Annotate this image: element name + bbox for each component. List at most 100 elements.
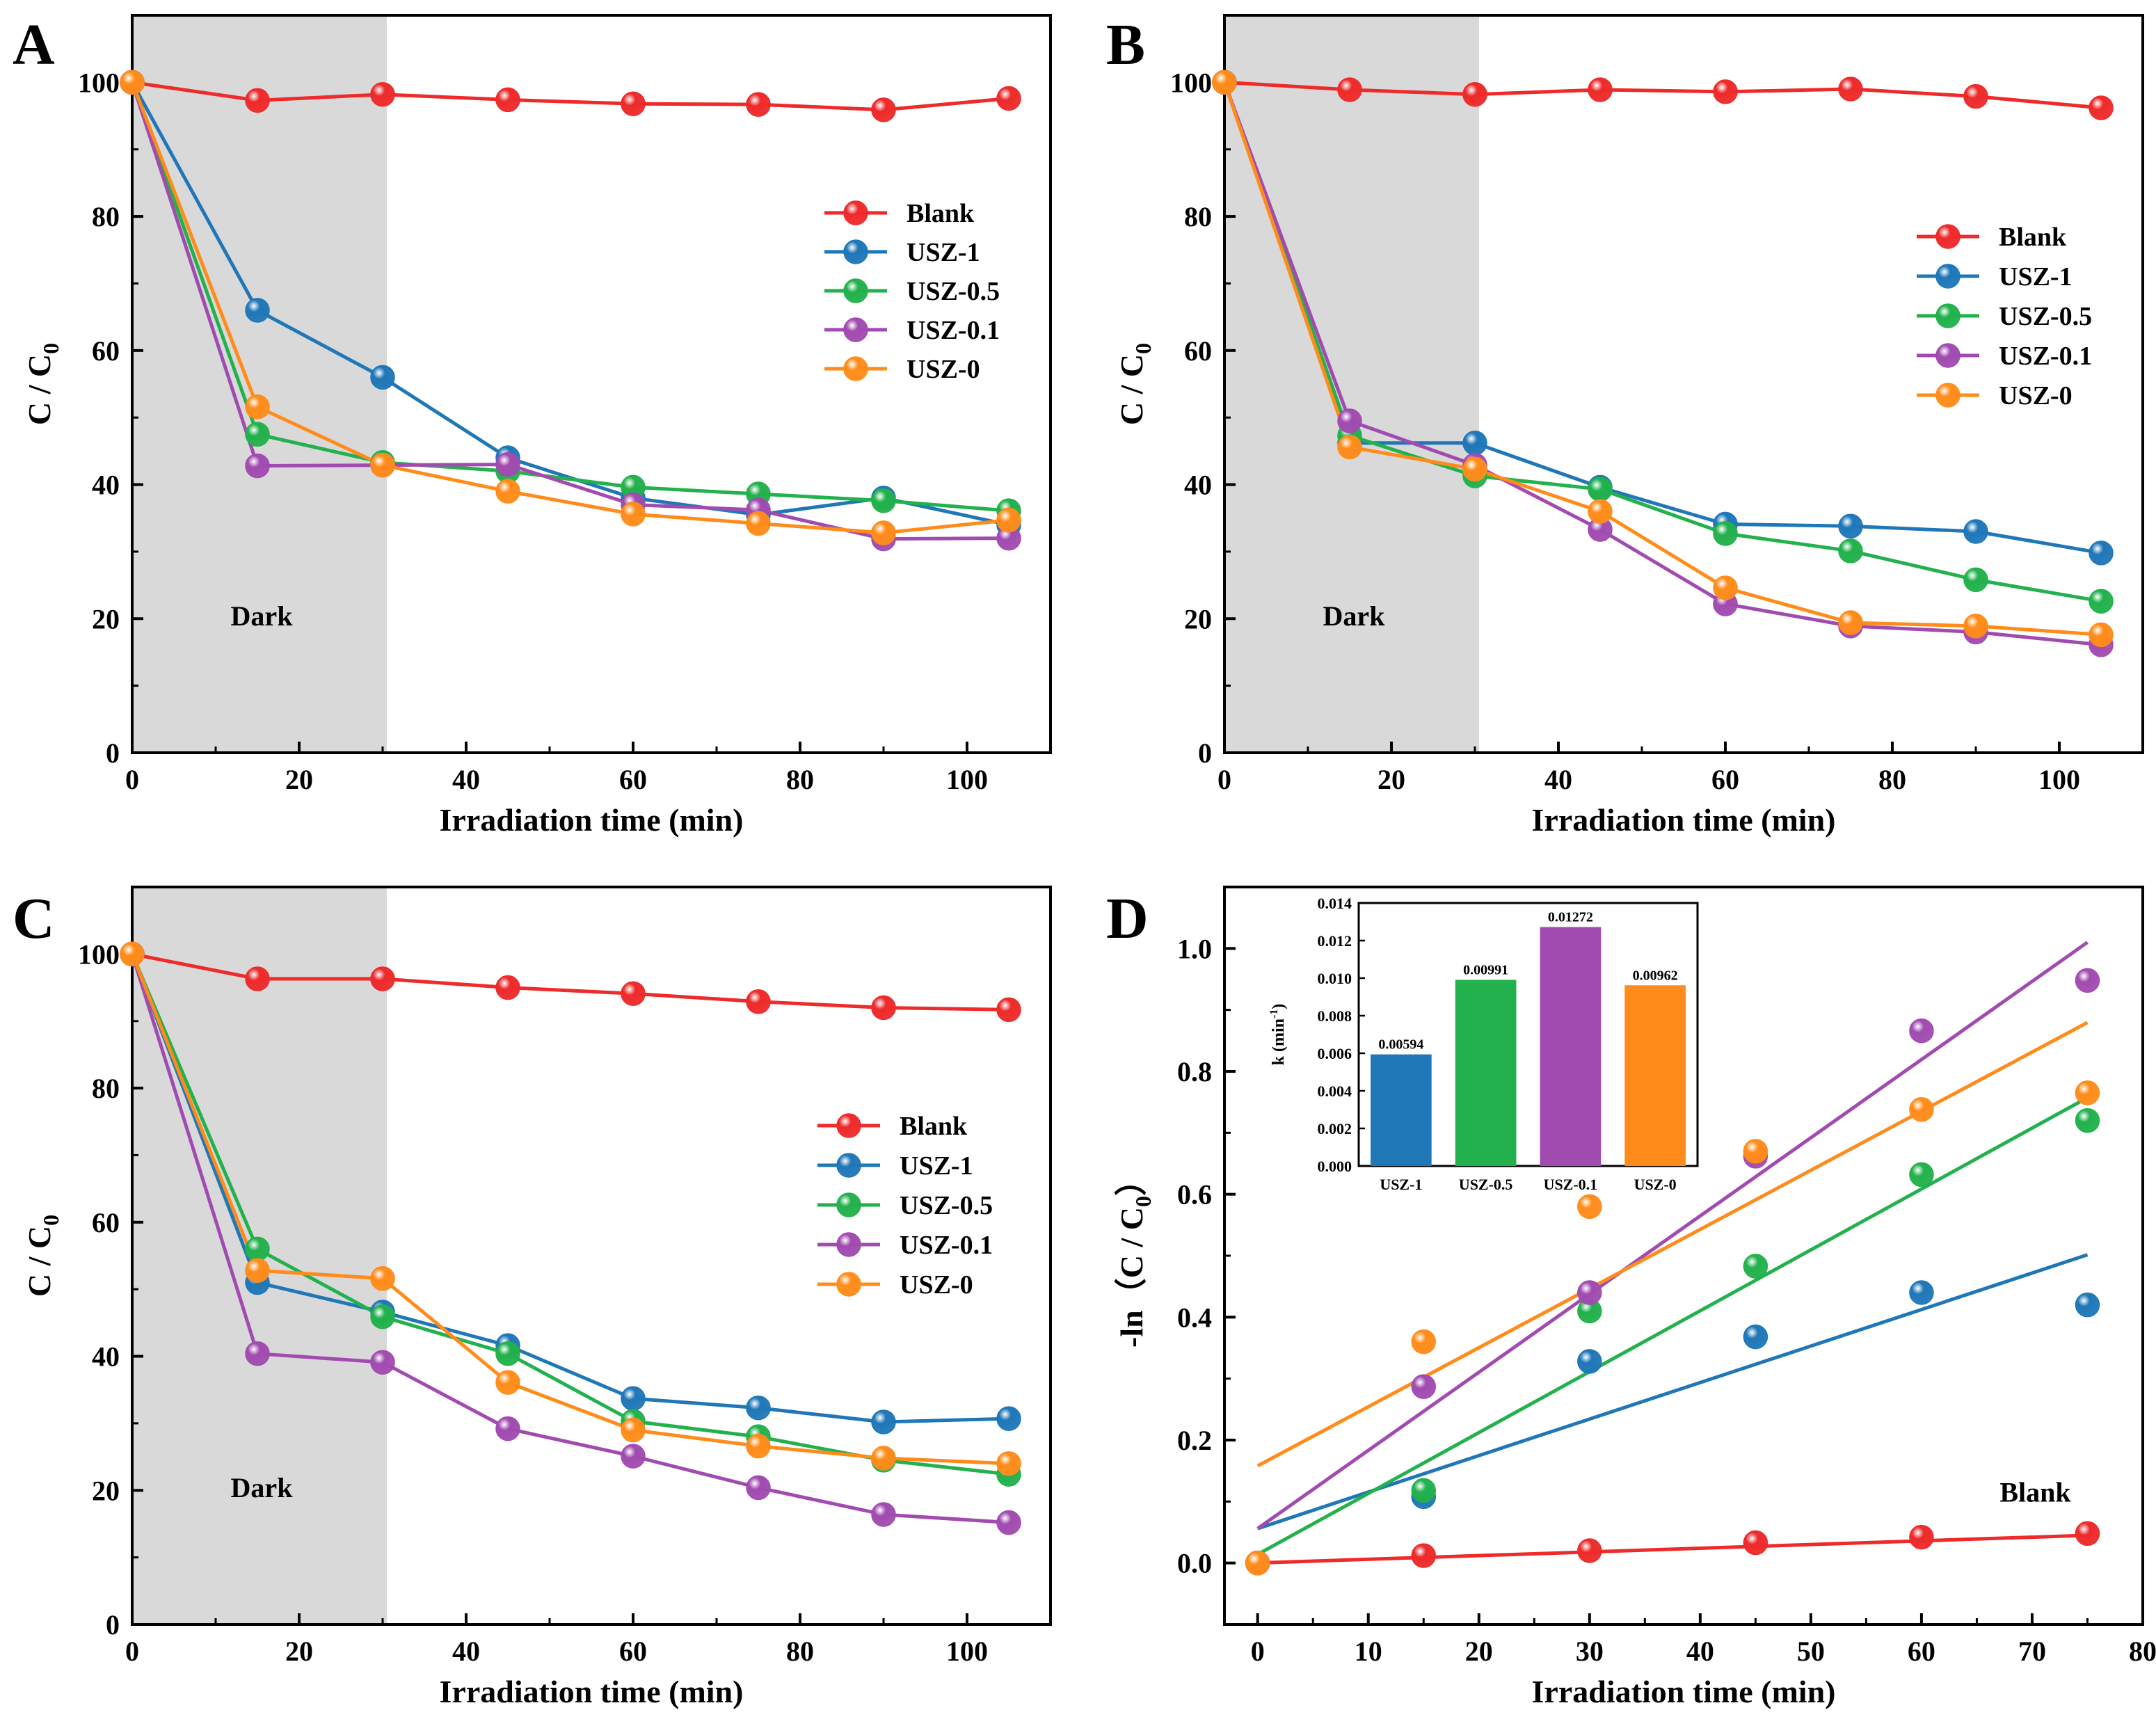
data-point-blank (746, 92, 771, 117)
inset-bar-value-label: 0.01272 (1548, 910, 1593, 925)
y-axis-title-subscript: 0 (38, 343, 63, 354)
data-point-blank (1411, 1543, 1437, 1568)
y-tick-label: 20 (92, 1475, 120, 1506)
y-axis-title-end: ） (1114, 1164, 1149, 1196)
data-point-usz-0-5 (245, 1236, 270, 1262)
y-tick-label: 100 (78, 938, 120, 970)
x-tick-label: 80 (1878, 764, 1906, 795)
y-tick-label: 60 (1184, 335, 1212, 367)
data-point-usz-0 (621, 1417, 646, 1443)
data-point-blank (370, 81, 395, 107)
data-point-usz-0-5 (836, 1192, 861, 1217)
panel-a: Dark 0 20 40 60 80 100 0 20 40 60 80 100 Irradiation … (13, 13, 1052, 838)
data-point-usz-0 (836, 1272, 861, 1297)
legend-label-usz-0-5: USZ-0.5 (907, 277, 1000, 306)
x-tick-label: 40 (1544, 764, 1572, 795)
inset-y-axis-title-main: k (min (1270, 1018, 1288, 1065)
y-tick-label: 20 (92, 603, 120, 634)
series-line-blank (1224, 80, 2102, 110)
series-line-usz-0 (1222, 81, 2102, 637)
legend-label-usz-0-1: USZ-0.1 (907, 316, 1000, 345)
data-point-usz-0 (370, 1266, 395, 1291)
dark-label: Dark (231, 600, 294, 632)
series-line-usz-1 (130, 953, 1009, 1424)
data-point-blank (1337, 77, 1362, 102)
y-tick-label: 0 (106, 737, 120, 769)
fit-line-usz-0 (1256, 1021, 2089, 1468)
x-tick-label: 30 (1576, 1636, 1604, 1667)
data-point-usz-0-1 (746, 1475, 771, 1501)
x-tick-label: 10 (1355, 1636, 1382, 1667)
dark-region (1226, 17, 1479, 751)
dark-label: Dark (1323, 600, 1386, 632)
data-point-usz-0 (370, 452, 395, 478)
data-point-usz-0 (1743, 1139, 1768, 1164)
inset-bar-value-label: 0.00991 (1463, 962, 1508, 977)
series-line-blank (131, 952, 1009, 1012)
legend-label-usz-1: USZ-1 (1999, 262, 2073, 291)
x-tick-label: 40 (452, 764, 480, 795)
y-axis-title-main: C / C (1114, 354, 1149, 425)
data-point-usz-0-5 (1963, 567, 1988, 593)
y-tick-label: 1.0 (1177, 933, 1212, 964)
panel-letter: B (1106, 13, 1145, 77)
inset-y-tick-label: 0.006 (1318, 1045, 1352, 1062)
legend-label-usz-1: USZ-1 (907, 238, 980, 267)
data-point-usz-0 (120, 70, 145, 95)
series-line-usz-0-5 (130, 81, 1009, 513)
inset-bar-usz-1 (1371, 1054, 1432, 1166)
data-point-usz-1 (1909, 1280, 1934, 1305)
x-tick-label: 60 (619, 1636, 647, 1667)
x-tick-label: 0 (125, 764, 139, 795)
data-point-usz-0-5 (1935, 303, 1961, 328)
inset-bar-chart: 0.000 0.002 0.004 0.006 0.008 0.010 0.012 0.014… (1268, 895, 1699, 1193)
x-tick-label: 0 (1251, 1636, 1265, 1667)
data-point-usz-0 (1462, 456, 1487, 482)
x-axis-title: Irradiation time (min) (440, 1674, 744, 1709)
inset-y-tick-label: 0.014 (1318, 895, 1352, 912)
data-point-usz-1 (1935, 264, 1961, 289)
data-point-usz-1 (836, 1153, 861, 1178)
inset-bar-usz-0 (1624, 985, 1686, 1166)
x-tick-label: 60 (619, 764, 647, 795)
data-point-blank (2075, 1521, 2100, 1547)
data-point-usz-0-1 (1935, 343, 1961, 368)
data-point-blank (495, 87, 520, 113)
data-point-blank (245, 966, 270, 991)
data-point-usz-0 (1909, 1097, 1934, 1122)
inset-y-tick-label: 0.002 (1318, 1120, 1352, 1137)
data-point-usz-0 (1588, 499, 1613, 524)
y-axis-title-subscript: 0 (1131, 1196, 1156, 1207)
data-point-usz-0-1 (1909, 1018, 1934, 1044)
y-tick-label: 80 (1184, 201, 1212, 232)
data-point-usz-0 (621, 502, 646, 527)
data-point-usz-0 (1411, 1329, 1437, 1355)
data-point-usz-1 (621, 1386, 646, 1412)
y-tick-label: 100 (78, 67, 120, 98)
legend-label-blank: Blank (907, 199, 975, 228)
data-point-blank (2089, 95, 2114, 120)
data-point-blank (1588, 77, 1613, 102)
x-tick-label: 80 (786, 1636, 814, 1667)
data-point-blank (996, 997, 1021, 1023)
series-line-blank (131, 80, 1009, 112)
y-tick-label: 100 (1170, 67, 1212, 98)
data-point-usz-1 (245, 298, 270, 323)
x-tick-label: 0 (125, 1636, 139, 1667)
y-tick-label: 0.8 (1177, 1056, 1212, 1087)
x-tick-label: 20 (1465, 1636, 1493, 1667)
data-point-usz-0 (871, 1446, 896, 1471)
y-axis-title: -ln（C / C0） (1114, 1164, 1156, 1348)
x-tick-label: 60 (1908, 1636, 1935, 1667)
series-line-usz-0-1 (1222, 81, 2102, 647)
x-tick-label: 70 (2018, 1636, 2046, 1667)
x-tick-label: 40 (452, 1636, 480, 1667)
data-point-usz-0-1 (843, 317, 868, 342)
data-point-usz-0-5 (1713, 521, 1738, 546)
y-tick-label: 0.6 (1177, 1179, 1212, 1210)
data-point-usz-0-5 (1838, 538, 1863, 564)
y-tick-label: 0.2 (1177, 1425, 1212, 1456)
y-tick-label: 0 (1198, 737, 1212, 769)
x-tick-label: 80 (2129, 1636, 2156, 1667)
legend-label-usz-0-5: USZ-0.5 (900, 1191, 993, 1220)
